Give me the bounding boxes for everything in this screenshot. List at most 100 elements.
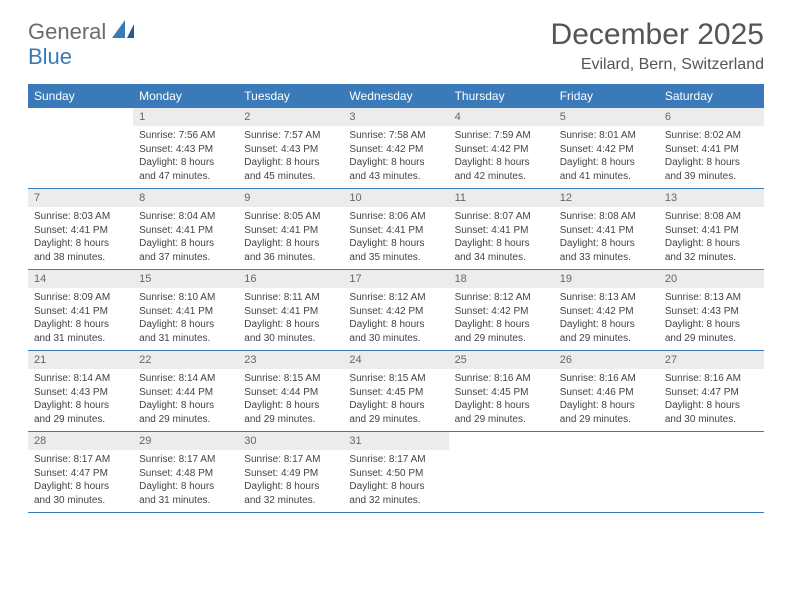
- sunset-line: Sunset: 4:42 PM: [560, 305, 653, 319]
- daylight-line: Daylight: 8 hours and 30 minutes.: [665, 399, 758, 426]
- daylight-line: Daylight: 8 hours and 29 minutes.: [665, 318, 758, 345]
- day-cell: 27Sunrise: 8:16 AMSunset: 4:47 PMDayligh…: [659, 351, 764, 431]
- sunset-line: Sunset: 4:43 PM: [244, 143, 337, 157]
- day-details: Sunrise: 8:15 AMSunset: 4:44 PMDaylight:…: [238, 369, 343, 431]
- daylight-line: Daylight: 8 hours and 42 minutes.: [455, 156, 548, 183]
- sunrise-line: Sunrise: 8:17 AM: [139, 453, 232, 467]
- sunrise-line: Sunrise: 8:11 AM: [244, 291, 337, 305]
- sunset-line: Sunset: 4:43 PM: [34, 386, 127, 400]
- sunset-line: Sunset: 4:41 PM: [244, 305, 337, 319]
- sunset-line: Sunset: 4:47 PM: [34, 467, 127, 481]
- day-cell: 3Sunrise: 7:58 AMSunset: 4:42 PMDaylight…: [343, 108, 448, 188]
- title-block: December 2025 Evilard, Bern, Switzerland: [551, 18, 764, 74]
- day-cell: 14Sunrise: 8:09 AMSunset: 4:41 PMDayligh…: [28, 270, 133, 350]
- daylight-line: Daylight: 8 hours and 29 minutes.: [34, 399, 127, 426]
- daylight-line: Daylight: 8 hours and 39 minutes.: [665, 156, 758, 183]
- sunset-line: Sunset: 4:41 PM: [34, 305, 127, 319]
- sunset-line: Sunset: 4:44 PM: [139, 386, 232, 400]
- daylight-line: Daylight: 8 hours and 29 minutes.: [244, 399, 337, 426]
- day-number: 2: [238, 108, 343, 126]
- day-number: 12: [554, 189, 659, 207]
- day-number: 31: [343, 432, 448, 450]
- sunset-line: Sunset: 4:46 PM: [560, 386, 653, 400]
- sunset-line: Sunset: 4:41 PM: [665, 224, 758, 238]
- sunrise-line: Sunrise: 8:02 AM: [665, 129, 758, 143]
- day-cell: .: [449, 432, 554, 512]
- day-details: Sunrise: 7:57 AMSunset: 4:43 PMDaylight:…: [238, 126, 343, 188]
- sunrise-line: Sunrise: 8:16 AM: [560, 372, 653, 386]
- daylight-line: Daylight: 8 hours and 35 minutes.: [349, 237, 442, 264]
- daylight-line: Daylight: 8 hours and 32 minutes.: [349, 480, 442, 507]
- day-details: Sunrise: 7:56 AMSunset: 4:43 PMDaylight:…: [133, 126, 238, 188]
- daylight-line: Daylight: 8 hours and 31 minutes.: [139, 480, 232, 507]
- day-cell: 11Sunrise: 8:07 AMSunset: 4:41 PMDayligh…: [449, 189, 554, 269]
- sunrise-line: Sunrise: 8:17 AM: [349, 453, 442, 467]
- day-details: Sunrise: 8:17 AMSunset: 4:49 PMDaylight:…: [238, 450, 343, 512]
- day-number: 13: [659, 189, 764, 207]
- day-number: 29: [133, 432, 238, 450]
- sunrise-line: Sunrise: 7:59 AM: [455, 129, 548, 143]
- sunrise-line: Sunrise: 8:13 AM: [665, 291, 758, 305]
- day-number: 22: [133, 351, 238, 369]
- daylight-line: Daylight: 8 hours and 29 minutes.: [560, 318, 653, 345]
- day-cell: 29Sunrise: 8:17 AMSunset: 4:48 PMDayligh…: [133, 432, 238, 512]
- day-cell: 4Sunrise: 7:59 AMSunset: 4:42 PMDaylight…: [449, 108, 554, 188]
- day-header-cell: Monday: [133, 84, 238, 108]
- sunset-line: Sunset: 4:45 PM: [455, 386, 548, 400]
- sunset-line: Sunset: 4:42 PM: [455, 143, 548, 157]
- week-row: 28Sunrise: 8:17 AMSunset: 4:47 PMDayligh…: [28, 432, 764, 513]
- day-cell: .: [554, 432, 659, 512]
- day-cell: 21Sunrise: 8:14 AMSunset: 4:43 PMDayligh…: [28, 351, 133, 431]
- daylight-line: Daylight: 8 hours and 31 minutes.: [139, 318, 232, 345]
- sunset-line: Sunset: 4:45 PM: [349, 386, 442, 400]
- day-cell: 16Sunrise: 8:11 AMSunset: 4:41 PMDayligh…: [238, 270, 343, 350]
- day-number: 27: [659, 351, 764, 369]
- header: General December 2025 Evilard, Bern, Swi…: [0, 0, 792, 84]
- day-cell: 20Sunrise: 8:13 AMSunset: 4:43 PMDayligh…: [659, 270, 764, 350]
- day-number: 26: [554, 351, 659, 369]
- sunrise-line: Sunrise: 8:01 AM: [560, 129, 653, 143]
- day-cell: 26Sunrise: 8:16 AMSunset: 4:46 PMDayligh…: [554, 351, 659, 431]
- day-number: 1: [133, 108, 238, 126]
- day-number: 23: [238, 351, 343, 369]
- week-row: .1Sunrise: 7:56 AMSunset: 4:43 PMDayligh…: [28, 108, 764, 189]
- sunrise-line: Sunrise: 8:08 AM: [665, 210, 758, 224]
- day-details: Sunrise: 7:58 AMSunset: 4:42 PMDaylight:…: [343, 126, 448, 188]
- sunrise-line: Sunrise: 8:12 AM: [349, 291, 442, 305]
- week-row: 14Sunrise: 8:09 AMSunset: 4:41 PMDayligh…: [28, 270, 764, 351]
- day-header-cell: Sunday: [28, 84, 133, 108]
- day-details: Sunrise: 8:09 AMSunset: 4:41 PMDaylight:…: [28, 288, 133, 350]
- day-number: 6: [659, 108, 764, 126]
- daylight-line: Daylight: 8 hours and 30 minutes.: [34, 480, 127, 507]
- sunset-line: Sunset: 4:49 PM: [244, 467, 337, 481]
- sunset-line: Sunset: 4:43 PM: [139, 143, 232, 157]
- sunset-line: Sunset: 4:42 PM: [455, 305, 548, 319]
- day-details: Sunrise: 8:13 AMSunset: 4:42 PMDaylight:…: [554, 288, 659, 350]
- day-cell: 24Sunrise: 8:15 AMSunset: 4:45 PMDayligh…: [343, 351, 448, 431]
- day-details: Sunrise: 8:06 AMSunset: 4:41 PMDaylight:…: [343, 207, 448, 269]
- sunrise-line: Sunrise: 8:05 AM: [244, 210, 337, 224]
- sunrise-line: Sunrise: 8:15 AM: [244, 372, 337, 386]
- day-cell: .: [659, 432, 764, 512]
- sunset-line: Sunset: 4:44 PM: [244, 386, 337, 400]
- sunrise-line: Sunrise: 8:15 AM: [349, 372, 442, 386]
- day-cell: 23Sunrise: 8:15 AMSunset: 4:44 PMDayligh…: [238, 351, 343, 431]
- logo-text-blue: Blue: [28, 44, 72, 69]
- day-number: 19: [554, 270, 659, 288]
- calendar: SundayMondayTuesdayWednesdayThursdayFrid…: [0, 84, 792, 513]
- day-details: Sunrise: 8:11 AMSunset: 4:41 PMDaylight:…: [238, 288, 343, 350]
- location: Evilard, Bern, Switzerland: [551, 56, 764, 74]
- daylight-line: Daylight: 8 hours and 33 minutes.: [560, 237, 653, 264]
- day-number: 17: [343, 270, 448, 288]
- day-number: 20: [659, 270, 764, 288]
- week-row: 21Sunrise: 8:14 AMSunset: 4:43 PMDayligh…: [28, 351, 764, 432]
- daylight-line: Daylight: 8 hours and 29 minutes.: [455, 318, 548, 345]
- logo-sail-icon: [112, 18, 138, 45]
- day-cell: 7Sunrise: 8:03 AMSunset: 4:41 PMDaylight…: [28, 189, 133, 269]
- sunset-line: Sunset: 4:42 PM: [349, 305, 442, 319]
- sunset-line: Sunset: 4:41 PM: [665, 143, 758, 157]
- day-number: 21: [28, 351, 133, 369]
- daylight-line: Daylight: 8 hours and 30 minutes.: [244, 318, 337, 345]
- day-details: Sunrise: 8:15 AMSunset: 4:45 PMDaylight:…: [343, 369, 448, 431]
- day-cell: 2Sunrise: 7:57 AMSunset: 4:43 PMDaylight…: [238, 108, 343, 188]
